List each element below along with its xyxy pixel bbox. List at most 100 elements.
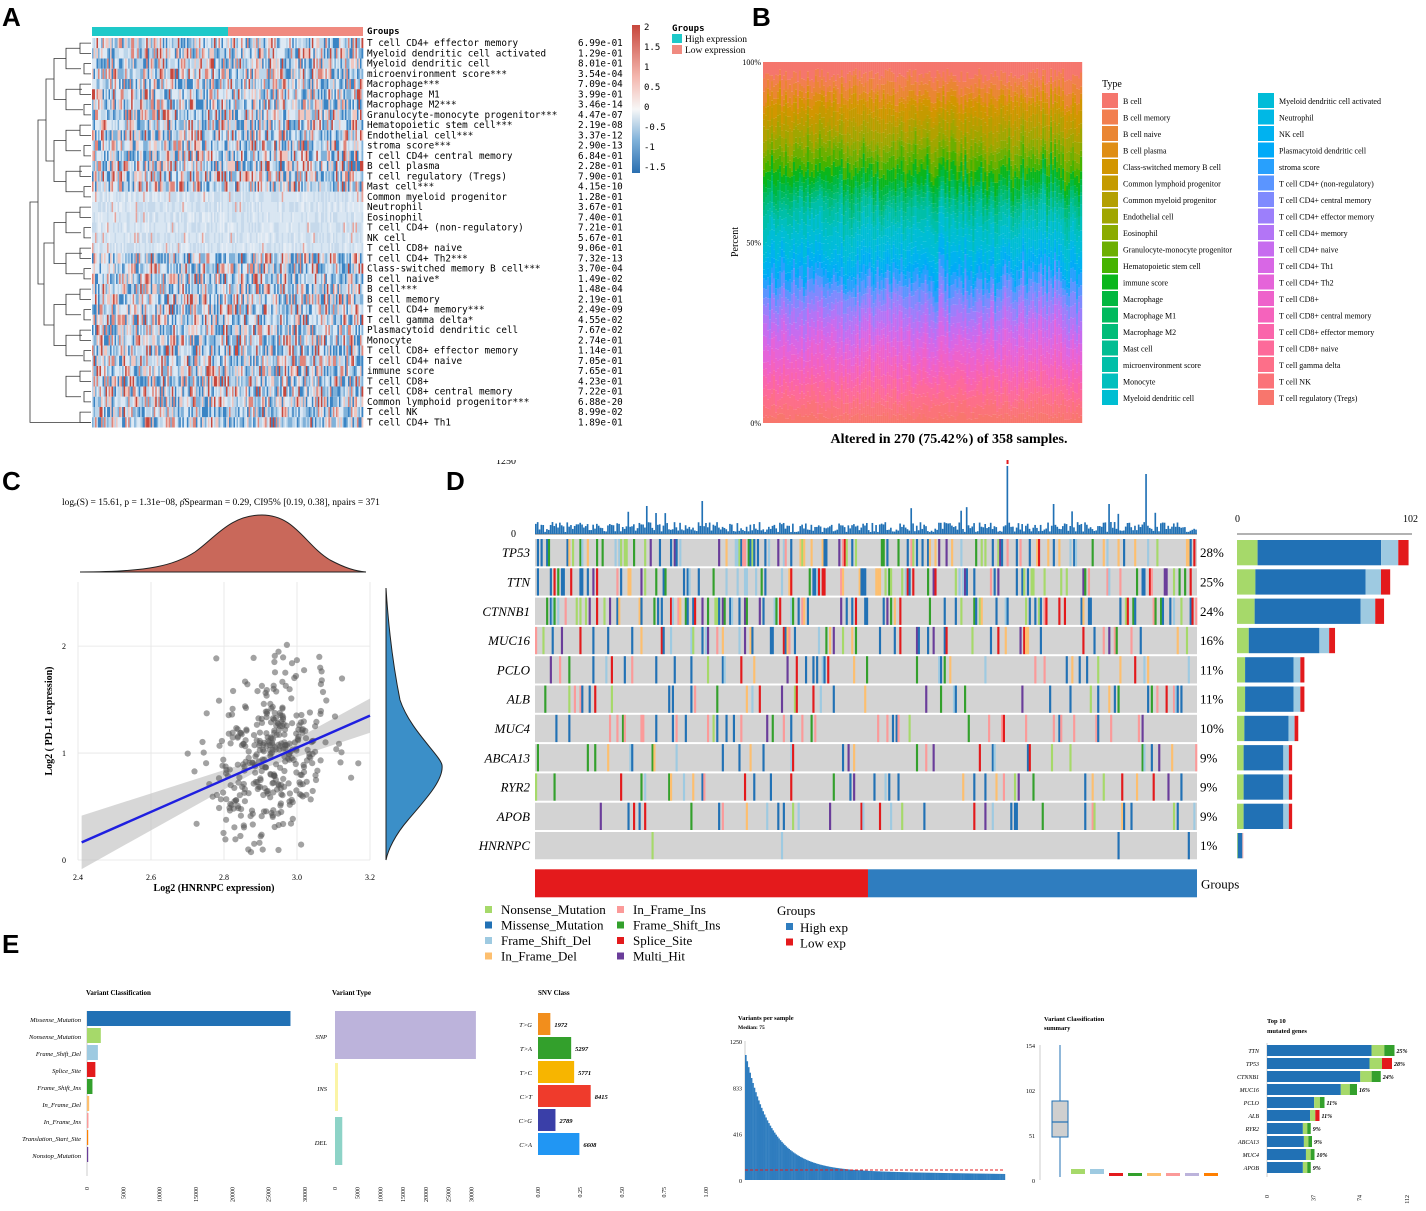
heatmap-cell — [325, 284, 328, 295]
heatmap-cell — [216, 202, 219, 213]
heatmap-cell — [334, 58, 337, 69]
heatmap-cell — [269, 99, 272, 110]
heatmap-cell — [110, 171, 112, 182]
heatmap-cell — [177, 284, 180, 295]
heatmap-cell — [257, 253, 260, 264]
heatmap-cell — [254, 284, 257, 295]
heatmap-cell — [289, 273, 292, 284]
heatmap-cell — [99, 171, 102, 182]
heatmap-cell — [292, 89, 295, 100]
heatmap-cell — [164, 38, 167, 49]
heatmap-cell — [164, 202, 167, 213]
heatmap-cell — [113, 253, 115, 264]
heatmap-cell — [286, 171, 289, 182]
heatmap-cell — [144, 181, 147, 192]
heatmap-cell — [125, 202, 127, 213]
heatmap-cell — [323, 191, 326, 202]
heatmap-cell — [323, 222, 326, 233]
heatmap-cell — [248, 109, 251, 120]
heatmap-cell — [356, 89, 359, 100]
heatmap-cell — [331, 273, 334, 284]
heatmap-cell — [296, 130, 299, 141]
heatmap-cell — [171, 161, 174, 172]
heatmap-cell — [203, 120, 206, 131]
heatmap-cell — [272, 284, 275, 295]
heatmap-cell — [95, 263, 97, 274]
heatmap-cell — [340, 243, 343, 254]
heatmap-cell — [284, 314, 287, 325]
heatmap-cell — [268, 253, 270, 264]
heatmap-cell — [310, 191, 313, 202]
heatmap-cell — [216, 130, 219, 141]
heatmap-cell — [352, 284, 355, 295]
heatmap-cell — [254, 58, 257, 69]
heatmap-cell — [204, 150, 207, 161]
heatmap-cell — [224, 161, 227, 172]
heatmap-cell — [120, 130, 123, 141]
heatmap-cell — [123, 48, 126, 59]
heatmap-cell — [191, 89, 194, 100]
heatmap-cell — [355, 263, 358, 274]
heatmap-cell — [113, 181, 115, 192]
heatmap-cell — [356, 171, 359, 182]
heatmap-cell — [182, 253, 185, 264]
heatmap-cell — [277, 48, 279, 59]
heatmap-cell — [316, 161, 319, 172]
heatmap-cell — [346, 253, 349, 264]
heatmap-cell — [247, 253, 249, 264]
heatmap-cell — [235, 89, 237, 100]
heatmap-cell — [284, 294, 287, 305]
heatmap-cell — [126, 171, 129, 182]
heatmap-cell — [177, 314, 180, 325]
heatmap-cell — [164, 48, 167, 59]
heatmap-cell — [230, 232, 233, 243]
heatmap-cell — [326, 294, 329, 305]
heatmap-cell — [337, 243, 340, 254]
heatmap-cell — [120, 48, 123, 59]
heatmap-cell — [129, 89, 132, 100]
heatmap-cell — [293, 68, 296, 79]
heatmap-cell — [156, 58, 159, 69]
heatmap-cell — [284, 48, 287, 59]
heatmap-cell — [328, 243, 331, 254]
heatmap-cell — [218, 212, 221, 223]
heatmap-cell — [159, 79, 162, 90]
heatmap-cell — [232, 109, 234, 120]
heatmap-cell — [314, 191, 317, 202]
heatmap-cell — [107, 109, 109, 120]
heatmap-cell — [128, 181, 130, 192]
heatmap-cell — [104, 161, 106, 172]
heatmap-cell — [213, 314, 216, 325]
heatmap-cell — [222, 109, 225, 120]
heatmap-cell — [227, 294, 230, 305]
heatmap-cell — [352, 273, 355, 284]
heatmap-cell — [316, 38, 319, 49]
heatmap-cell — [176, 68, 179, 79]
heatmap-cell — [113, 232, 115, 243]
heatmap-cell — [262, 58, 264, 69]
heatmap-cell — [302, 191, 305, 202]
heatmap-cell — [171, 109, 174, 120]
heatmap-cell — [322, 191, 325, 202]
heatmap-cell — [347, 79, 350, 90]
heatmap-cell — [195, 212, 198, 223]
heatmap-cell — [284, 150, 287, 161]
heatmap-cell — [179, 232, 182, 243]
heatmap-cell — [275, 79, 278, 90]
heatmap-cell — [201, 120, 204, 131]
heatmap-cell — [307, 171, 310, 182]
heatmap-cell — [335, 232, 338, 243]
heatmap-cell — [347, 38, 350, 49]
heatmap-cell — [96, 222, 99, 233]
heatmap-cell — [295, 273, 298, 284]
heatmap-cell — [230, 222, 233, 233]
heatmap-cell — [168, 89, 171, 100]
heatmap-cell — [180, 140, 183, 151]
heatmap-cell — [102, 89, 105, 100]
heatmap-cell — [167, 222, 170, 233]
heatmap-cell — [207, 171, 210, 182]
heatmap-cell — [359, 58, 362, 69]
heatmap-cell — [313, 222, 316, 233]
heatmap-cell — [188, 304, 191, 315]
heatmap-cell — [198, 314, 201, 325]
